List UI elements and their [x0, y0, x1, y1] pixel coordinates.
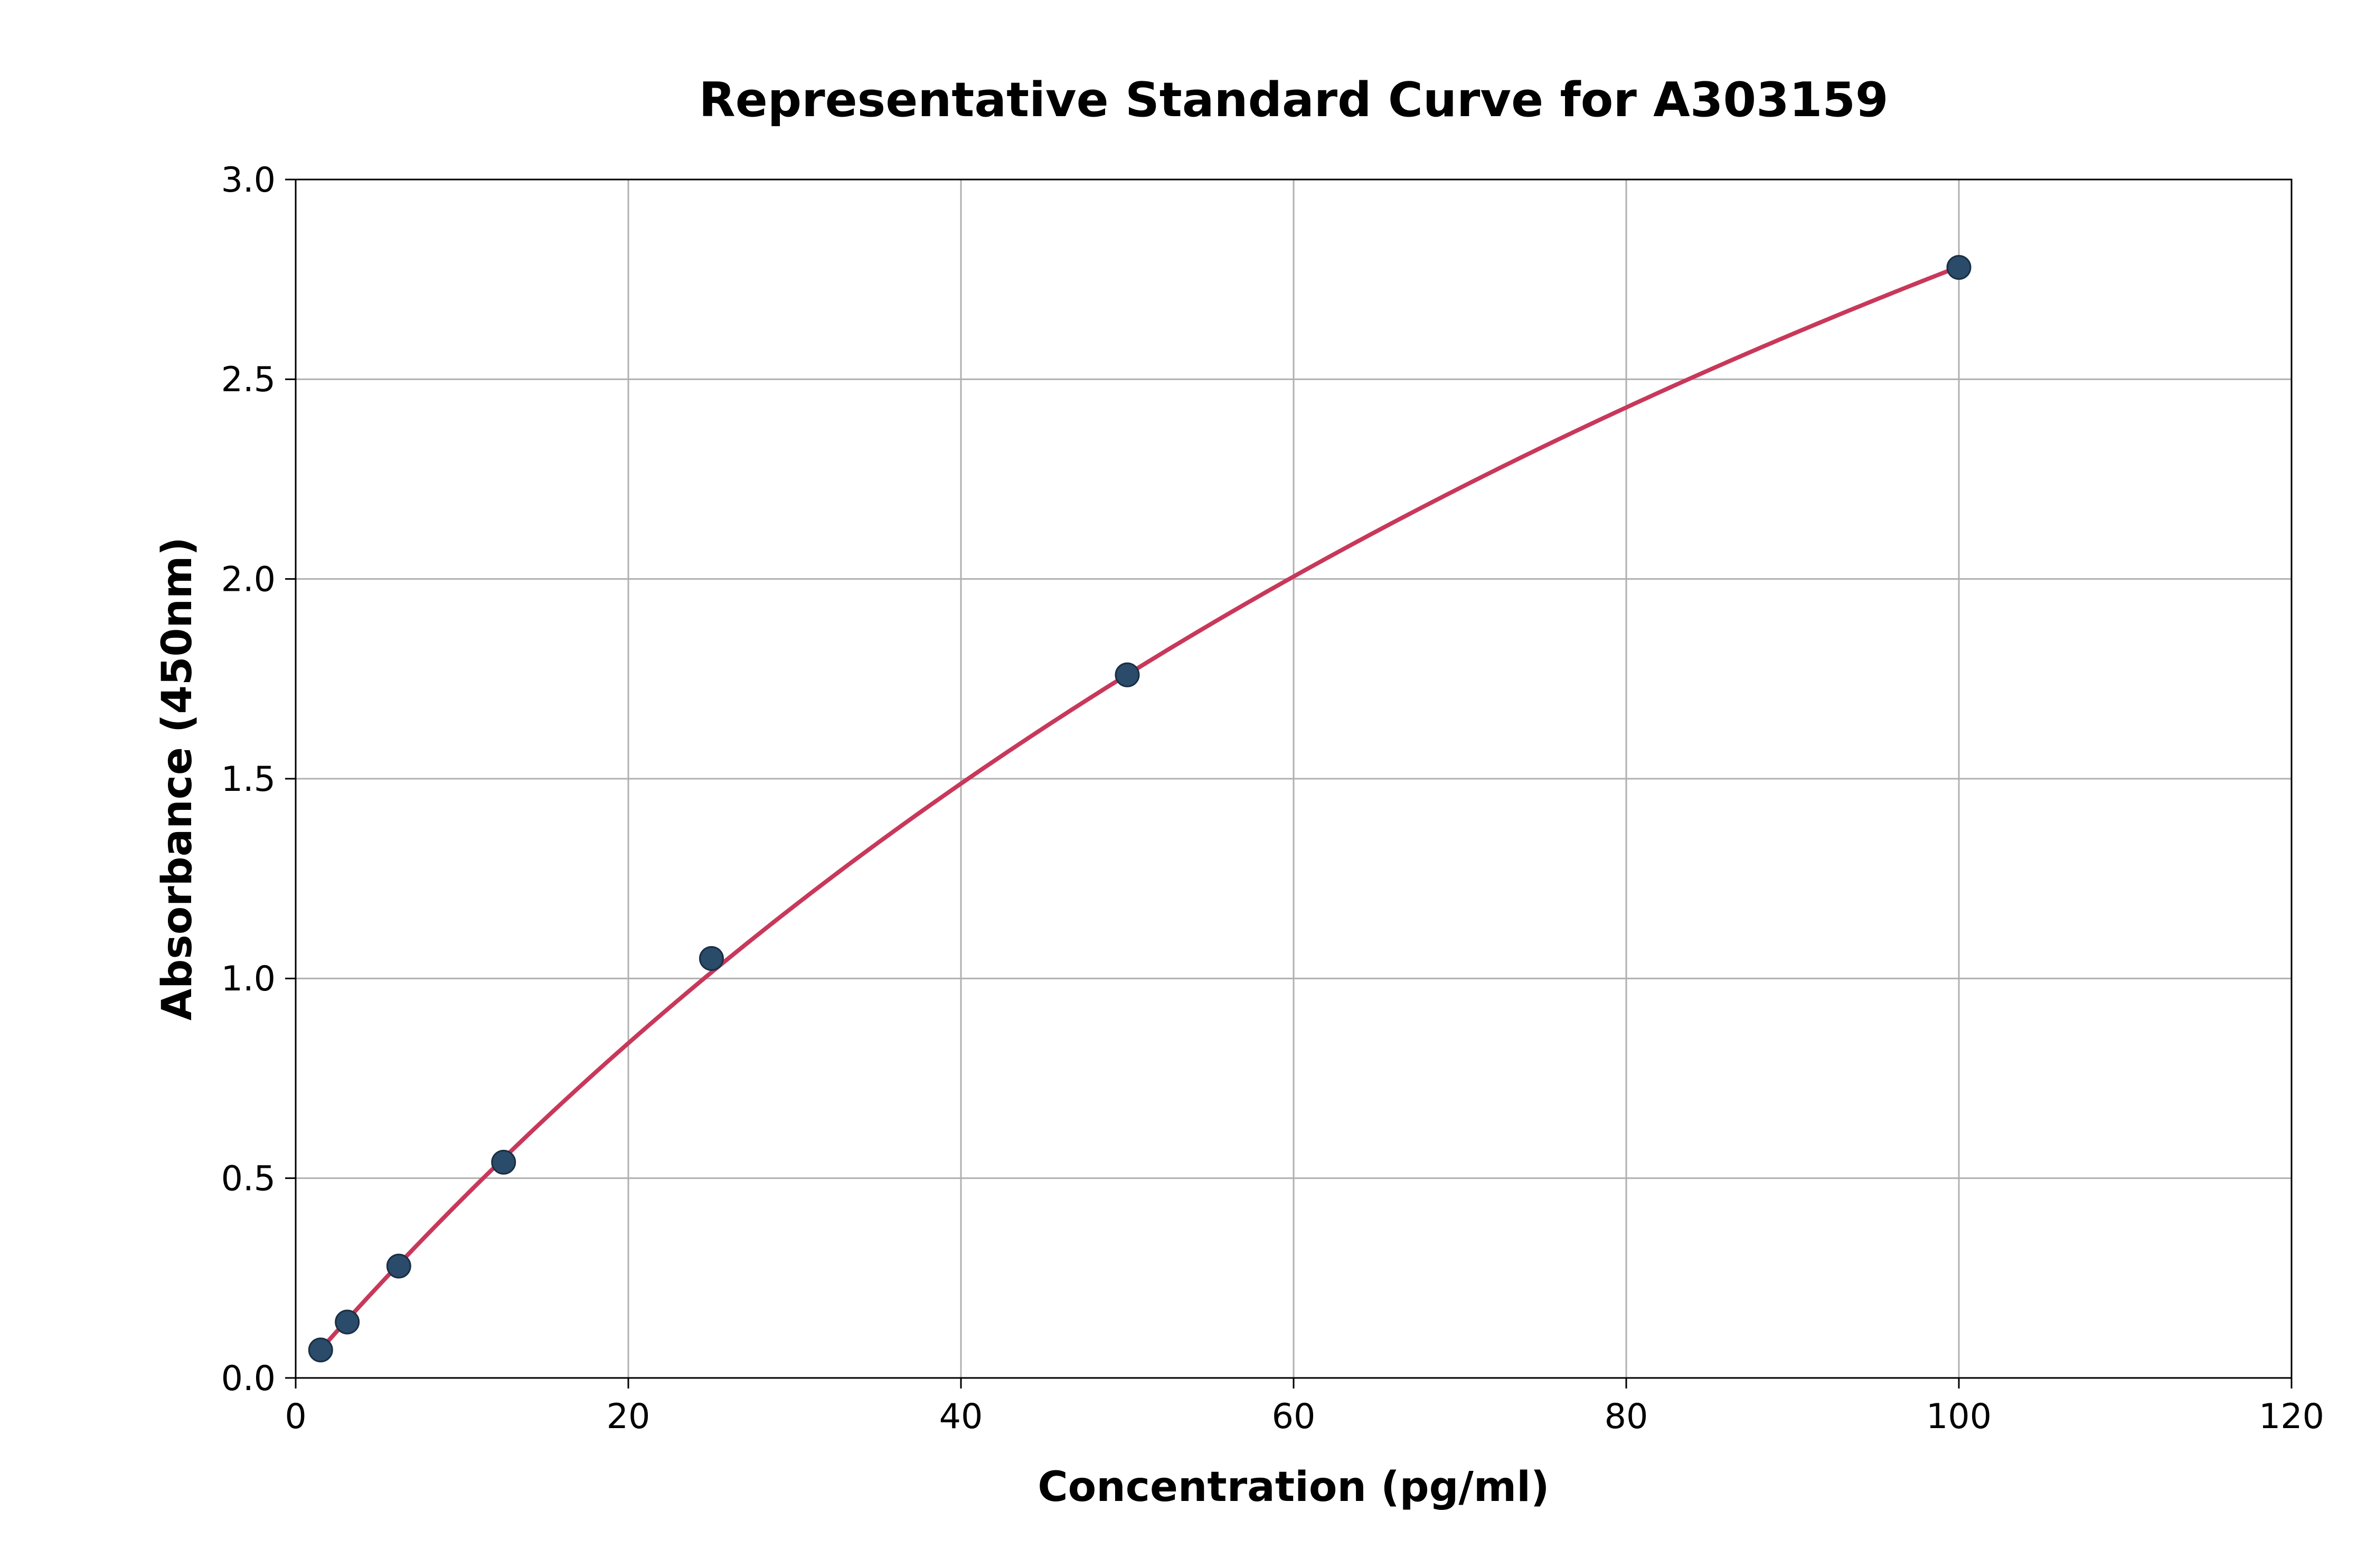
- y-tick-label: 0.0: [221, 1359, 276, 1399]
- x-tick-label: 100: [1926, 1397, 1992, 1437]
- y-tick-label: 2.5: [221, 360, 276, 400]
- y-tick-label: 1.0: [221, 959, 276, 999]
- standard-curve-chart: 0 20 40 60 80 100 120 0.0 0.5 1.0 1.5 2.0 2.5 3.0 Conc…: [0, 0, 2376, 1568]
- x-tick-label: 0: [285, 1397, 306, 1437]
- x-axis-label: Concentration (pg/ml): [1038, 1463, 1549, 1511]
- x-tick-label: 40: [939, 1397, 983, 1437]
- chart-container: 0 20 40 60 80 100 120 0.0 0.5 1.0 1.5 2.0 2.5 3.0 Conc…: [0, 0, 2376, 1568]
- data-point: [1116, 663, 1139, 686]
- data-point: [387, 1254, 410, 1278]
- data-point: [1947, 256, 1970, 279]
- data-point: [492, 1150, 515, 1174]
- y-tick-label: 0.5: [221, 1159, 276, 1198]
- chart-title: Representative Standard Curve for A30315…: [699, 72, 1888, 128]
- x-tick-label: 20: [607, 1397, 650, 1437]
- y-axis-label: Absorbance (450nm): [154, 537, 201, 1021]
- y-tick-label: 3.0: [221, 160, 276, 200]
- y-tick-label: 2.0: [221, 560, 276, 599]
- data-point: [309, 1338, 332, 1362]
- x-tick-label: 120: [2259, 1397, 2324, 1437]
- y-tick-label: 1.5: [221, 760, 276, 799]
- x-tick-label: 60: [1272, 1397, 1316, 1437]
- data-point: [700, 947, 723, 970]
- data-point: [336, 1310, 359, 1334]
- x-tick-label: 80: [1605, 1397, 1648, 1437]
